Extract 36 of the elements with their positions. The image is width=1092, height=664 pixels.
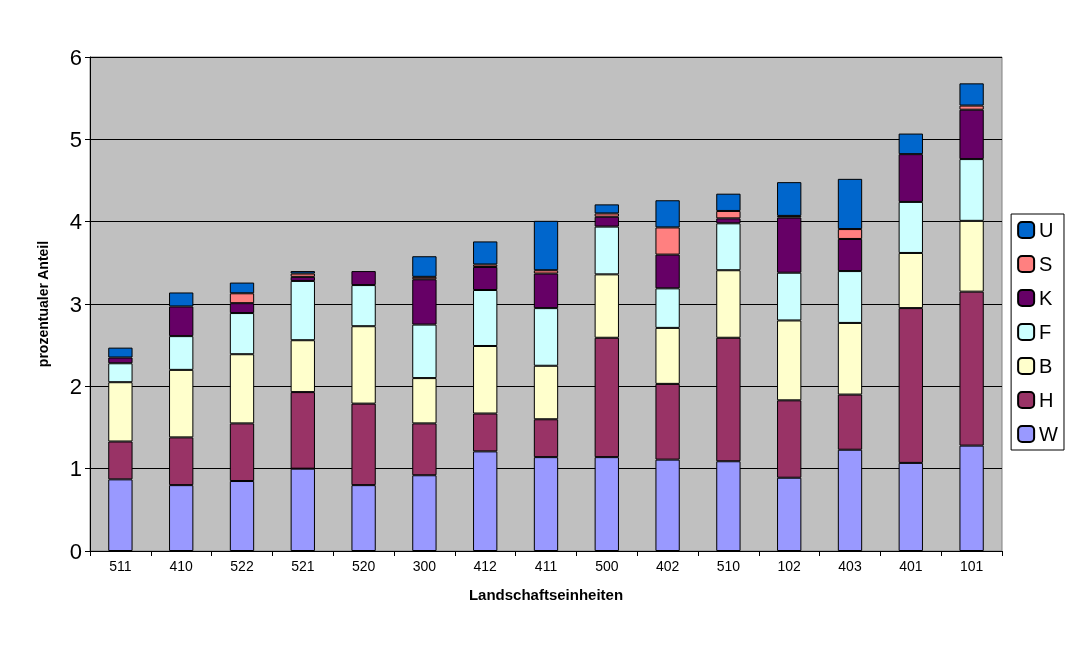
x-tick-label: 511 [109, 558, 132, 574]
y-tick-label: 0 [69, 538, 82, 564]
bar [412, 256, 437, 277]
bar [777, 182, 802, 216]
y-tick-label: 4 [69, 209, 82, 235]
y-axis-title: prozentualer Anteil [35, 240, 51, 368]
x-tick-label: 500 [595, 558, 619, 574]
bar [594, 204, 619, 214]
x-axis-title: Landschaftseinheiten [468, 586, 624, 603]
x-tick-label: 401 [899, 558, 923, 574]
x-tick-label: 521 [291, 558, 315, 574]
legend-label: K [1039, 287, 1054, 309]
x-tick-label: 522 [230, 558, 254, 574]
bar [959, 83, 984, 106]
x-tick-label: 403 [838, 558, 862, 574]
bar [473, 241, 498, 265]
x-tick-label: 102 [777, 558, 802, 574]
x-tick-label: 101 [959, 558, 984, 574]
x-tick-label: 300 [412, 558, 437, 574]
x-tick-label: 402 [655, 558, 680, 574]
legend-label: W [1039, 423, 1059, 445]
legend-label: B [1039, 355, 1053, 377]
x-tick-label: 412 [473, 558, 498, 574]
y-tick-label: 3 [69, 291, 82, 317]
legend-label: H [1039, 389, 1054, 411]
y-tick-label: 2 [69, 373, 82, 399]
x-tick-label: 510 [716, 558, 741, 574]
y-tick-label: 6 [69, 44, 82, 70]
y-tick-label: 1 [69, 456, 82, 482]
x-tick-label: 410 [169, 558, 194, 574]
legend-label: U [1039, 219, 1054, 241]
legend-label: S [1039, 253, 1053, 275]
legend-label: F [1039, 321, 1052, 343]
x-tick-label: 411 [534, 558, 558, 574]
x-tick-label: 520 [351, 558, 376, 574]
y-tick-label: 5 [69, 126, 82, 152]
